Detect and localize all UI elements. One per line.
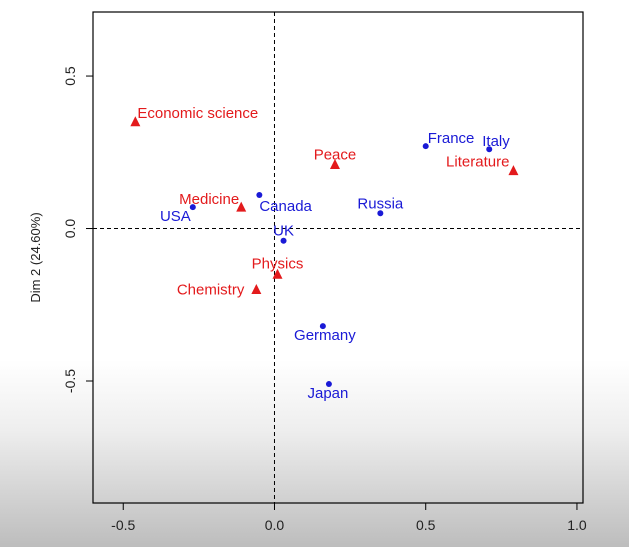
label-italy: Italy [482, 133, 510, 150]
point-japan [325, 381, 332, 388]
label-uk: UK [273, 223, 294, 240]
y-axis: -0.5 0.0 0.5 [62, 66, 93, 393]
point-economic-science [130, 116, 141, 127]
point-peace [329, 158, 340, 169]
label-france: France [428, 130, 475, 147]
point-literature [508, 165, 519, 176]
y-axis-title: Dim 2 (24.60%) [28, 212, 43, 302]
point-medicine [236, 201, 247, 212]
label-canada: Canada [259, 198, 312, 215]
label-medicine: Medicine [179, 191, 239, 208]
point-physics [272, 268, 283, 279]
data-points: France Italy Canada USA Russia UK Germany Japan… [130, 105, 519, 402]
point-chemistry [251, 284, 262, 295]
reference-lines [93, 12, 583, 503]
label-literature: Literature [446, 154, 509, 171]
x-tick-label: 0.5 [416, 517, 436, 533]
label-chemistry: Chemistry [177, 282, 245, 299]
point-uk [280, 237, 287, 244]
x-tick-label: -0.5 [111, 517, 135, 533]
label-japan: Japan [307, 385, 348, 402]
point-canada [256, 191, 263, 198]
label-usa: USA [160, 208, 191, 225]
point-italy [486, 146, 493, 153]
point-france [422, 143, 429, 150]
x-tick-label: 1.0 [567, 517, 587, 533]
y-tick-label: 0.0 [62, 219, 78, 239]
point-russia [377, 210, 384, 217]
point-germany [319, 323, 326, 330]
x-axis: -0.5 0.0 0.5 1.0 [111, 503, 587, 533]
label-physics: Physics [252, 255, 304, 272]
point-usa [189, 204, 196, 211]
label-peace: Peace [314, 146, 357, 163]
label-russia: Russia [357, 195, 404, 212]
plot-frame [92, 11, 584, 504]
y-tick-label: 0.5 [62, 66, 78, 86]
x-tick-label: 0.0 [265, 517, 285, 533]
y-tick-label: -0.5 [62, 369, 78, 393]
label-economic-science: Economic science [137, 105, 258, 122]
label-germany: Germany [294, 327, 356, 344]
